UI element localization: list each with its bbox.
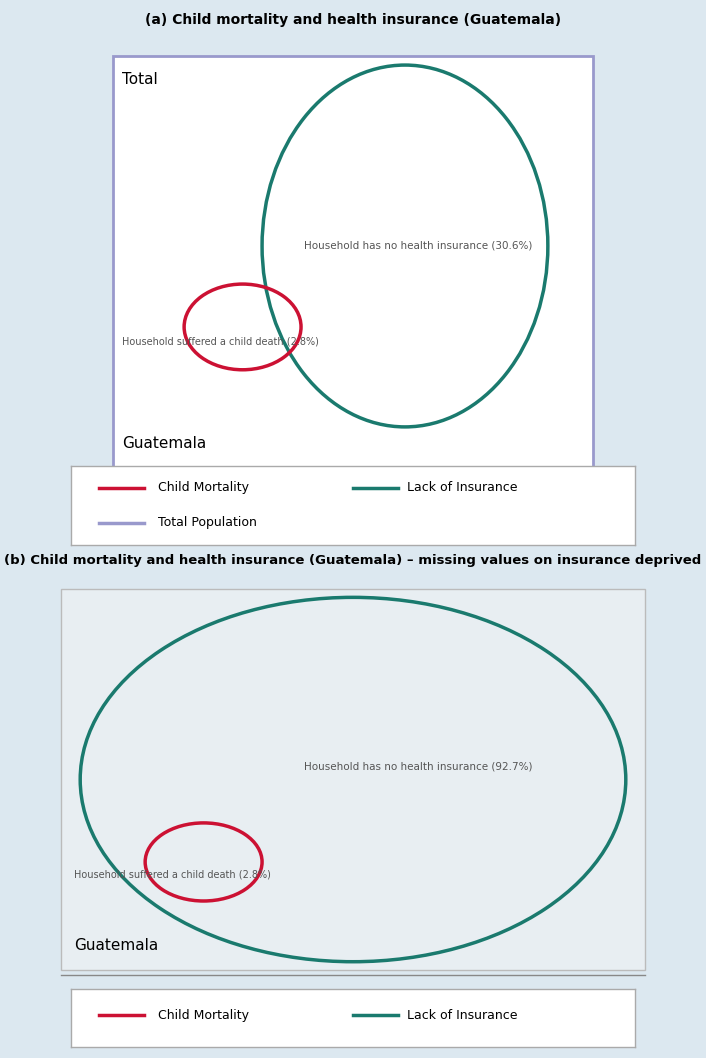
Text: Household has no health insurance (92.7%): Household has no health insurance (92.7%… <box>304 762 532 771</box>
Text: (a) Child mortality and health insurance (Guatemala): (a) Child mortality and health insurance… <box>145 13 561 26</box>
Text: Child Mortality: Child Mortality <box>158 1009 249 1022</box>
Text: Household has no health insurance (30.6%): Household has no health insurance (30.6%… <box>304 241 532 251</box>
Text: Guatemala: Guatemala <box>122 436 207 451</box>
Text: Total Population: Total Population <box>158 516 257 529</box>
Text: Household suffered a child death (2.8%): Household suffered a child death (2.8%) <box>73 870 270 880</box>
Text: (b) Child mortality and health insurance (Guatemala) – missing values on insuran: (b) Child mortality and health insurance… <box>4 554 702 567</box>
FancyBboxPatch shape <box>113 55 593 498</box>
Text: Lack of Insurance: Lack of Insurance <box>407 481 517 494</box>
Text: Total: Total <box>122 72 158 87</box>
FancyBboxPatch shape <box>61 588 645 970</box>
Text: Child Mortality: Child Mortality <box>158 481 249 494</box>
Text: Lack of Insurance: Lack of Insurance <box>407 1009 517 1022</box>
Text: Guatemala: Guatemala <box>73 938 158 953</box>
Text: Household suffered a child death (2.8%): Household suffered a child death (2.8%) <box>122 336 319 346</box>
